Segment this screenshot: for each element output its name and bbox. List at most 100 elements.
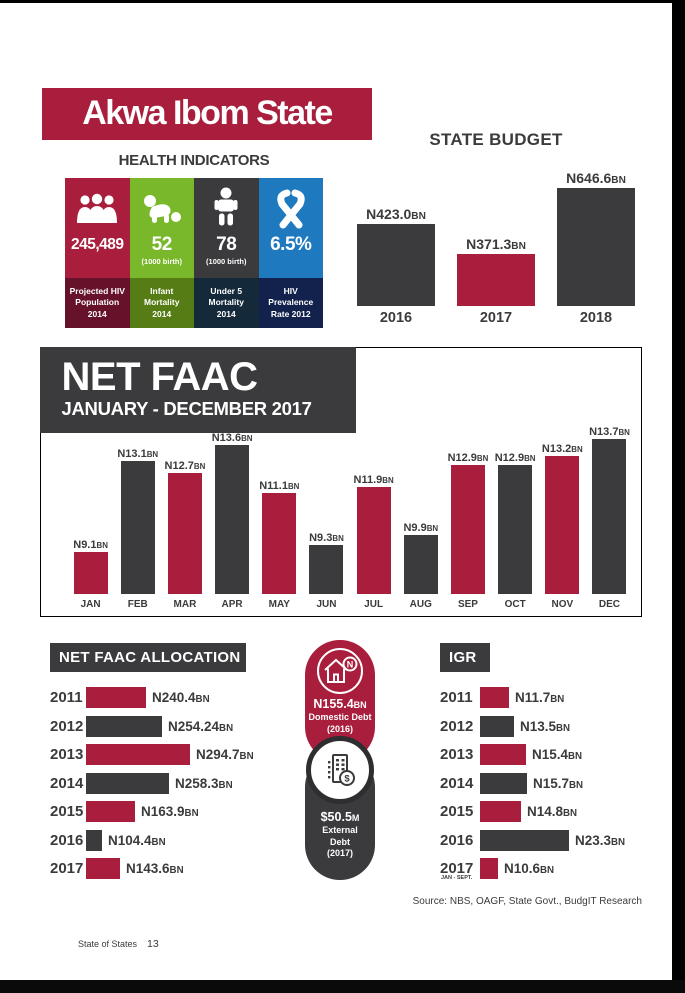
bar-value-label: N163.9BN bbox=[141, 804, 199, 819]
bar bbox=[73, 552, 108, 594]
bar-value-unit: BN bbox=[193, 462, 206, 471]
bar-column: N13.1BN FEB bbox=[114, 448, 161, 612]
domestic-debt-label: Domestic Debt bbox=[308, 712, 372, 722]
igr-heading: IGR bbox=[440, 643, 490, 672]
health-tile-under5-mortality: 78 (1000 birth) Under 5 Mortality 2014 bbox=[194, 178, 259, 328]
bar-value-label: N11.9BN bbox=[353, 474, 394, 486]
bar-row: 2016 N23.3BN bbox=[440, 829, 680, 851]
tile-body: 52 (1000 birth) bbox=[129, 178, 194, 278]
bar-value-unit: BN bbox=[332, 534, 344, 543]
row-year-label: 2013 bbox=[440, 746, 474, 763]
people-group-icon bbox=[75, 182, 119, 234]
bar bbox=[480, 687, 509, 708]
bar bbox=[167, 473, 202, 594]
tile-subtext: (1000 birth) bbox=[206, 257, 247, 266]
debt-section: N N155.4BN Domestic Debt (2016) $50.5M E… bbox=[305, 640, 375, 880]
svg-text:N: N bbox=[347, 660, 354, 670]
row-year-label: 2013 bbox=[50, 746, 84, 763]
row-year-label: 2017 JAN - SEPT. bbox=[440, 860, 474, 881]
bar-row: 2013 N15.4BN bbox=[440, 744, 680, 765]
bar-value-unit: BN bbox=[569, 779, 584, 791]
bar bbox=[357, 224, 435, 306]
state-budget-chart: N423.0BN 2016 N371.3BN 2017 N646.6BN 2018 bbox=[346, 166, 646, 328]
category-label: DEC bbox=[598, 599, 621, 610]
bar-value-label: N12.7BN bbox=[164, 460, 206, 472]
bar-value-unit: BN bbox=[195, 694, 210, 705]
row-year-label: 2016 bbox=[440, 831, 474, 849]
tile-value: 52 bbox=[151, 234, 173, 255]
page-border-bottom bbox=[0, 980, 685, 993]
row-year-label: 2011 bbox=[50, 689, 83, 706]
external-debt-value: $50.5M bbox=[305, 810, 375, 825]
bar bbox=[262, 493, 297, 594]
bar bbox=[498, 465, 533, 594]
bar bbox=[480, 801, 521, 822]
bar-value-label: N254.24BN bbox=[168, 718, 234, 734]
bar-column: N371.3BN 2017 bbox=[446, 236, 546, 328]
external-debt-label2: Debt bbox=[330, 836, 350, 847]
bar bbox=[480, 772, 527, 794]
tile-label-line: Prevalence bbox=[268, 297, 314, 308]
net-faac-allocation-chart: 2011 N240.4BN 2012 N254.24BN 2013 N294.7BN 201… bbox=[50, 687, 340, 887]
page-footer: State of States 13 bbox=[78, 938, 159, 950]
tile-label: Projected HIV Population 2014 bbox=[65, 278, 130, 328]
bar bbox=[86, 744, 190, 765]
baby-icon bbox=[142, 182, 182, 234]
net-faac-allocation-heading: NET FAAC ALLOCATION bbox=[50, 643, 246, 672]
bar bbox=[86, 772, 169, 794]
tile-body: 78 (1000 birth) bbox=[194, 178, 259, 278]
bar-value-label: N240.4BN bbox=[152, 690, 210, 705]
bar-value-label: N13.6BN bbox=[211, 432, 253, 444]
bar bbox=[309, 545, 344, 594]
bar-value-label: N15.7BN bbox=[533, 775, 584, 791]
bar bbox=[450, 465, 485, 594]
bar-value-unit: BN bbox=[382, 476, 394, 485]
bar bbox=[457, 254, 535, 306]
row-year-note: JAN - SEPT. bbox=[441, 875, 473, 881]
tile-label-line: Mortality bbox=[144, 297, 180, 308]
health-indicators-heading: HEALTH INDICATORS bbox=[118, 152, 270, 169]
net-faac-section: NET FAAC JANUARY - DECEMBER 2017 N9.1BN J… bbox=[39, 346, 642, 617]
bar-value-label: N15.4BN bbox=[532, 747, 583, 762]
bar-value-label: N13.1BN bbox=[117, 448, 159, 460]
bank-dollar-icon: $ bbox=[306, 736, 374, 804]
bar bbox=[480, 829, 569, 851]
category-label: NOV bbox=[551, 599, 574, 610]
page-title: Akwa Ibom State bbox=[42, 88, 372, 140]
bar-row: 2011 N240.4BN bbox=[50, 687, 340, 708]
net-faac-title: NET FAAC bbox=[61, 354, 259, 399]
bar bbox=[480, 744, 526, 765]
net-faac-title-box: NET FAAC JANUARY - DECEMBER 2017 bbox=[39, 346, 356, 433]
tile-label-line: Rate 2012 bbox=[270, 308, 311, 319]
bar-value-unit: BN bbox=[219, 722, 234, 734]
net-faac-monthly-chart: N9.1BN JAN N13.1BN FEB N12.7BN MAR N13.6BN APR N… bbox=[67, 384, 633, 612]
row-year-label: 2014 bbox=[440, 774, 474, 792]
row-year-label: 2012 bbox=[440, 717, 474, 735]
bar-value-label: N423.0BN bbox=[366, 206, 426, 222]
bar-value-label: N258.3BN bbox=[175, 775, 233, 791]
state-budget-heading: STATE BUDGET bbox=[429, 130, 563, 149]
domestic-debt-amount: N155.4 bbox=[313, 697, 354, 711]
bar-column: N646.6BN 2018 bbox=[546, 170, 646, 328]
bar-row: 2011 N11.7BN bbox=[440, 687, 680, 708]
page-number: 13 bbox=[147, 938, 159, 950]
row-year-label: 2012 bbox=[50, 717, 84, 735]
bar-value-label: N11.7BN bbox=[515, 690, 565, 705]
tile-label-line: Mortality bbox=[208, 297, 244, 308]
tile-subtext: (1000 birth) bbox=[141, 257, 182, 266]
bar bbox=[557, 188, 635, 306]
bar-row: 2014 N258.3BN bbox=[50, 772, 340, 794]
bar-value-unit: BN bbox=[426, 524, 439, 533]
row-year-label: 2015 bbox=[440, 803, 474, 820]
bar-row: 2016 N104.4BN bbox=[50, 829, 340, 851]
ribbon-icon bbox=[274, 182, 308, 234]
external-debt-amount: $50.5 bbox=[320, 810, 352, 824]
bar-column: N13.2BN NOV bbox=[539, 443, 586, 612]
category-label: APR bbox=[221, 599, 243, 610]
bar bbox=[480, 858, 498, 879]
bar-value-label: N371.3BN bbox=[466, 236, 526, 252]
bar-column: N9.1BN JAN bbox=[67, 539, 114, 612]
health-tile-infant-mortality: 52 (1000 birth) Infant Mortality 2014 bbox=[129, 178, 194, 328]
external-debt-label: External bbox=[322, 825, 358, 835]
